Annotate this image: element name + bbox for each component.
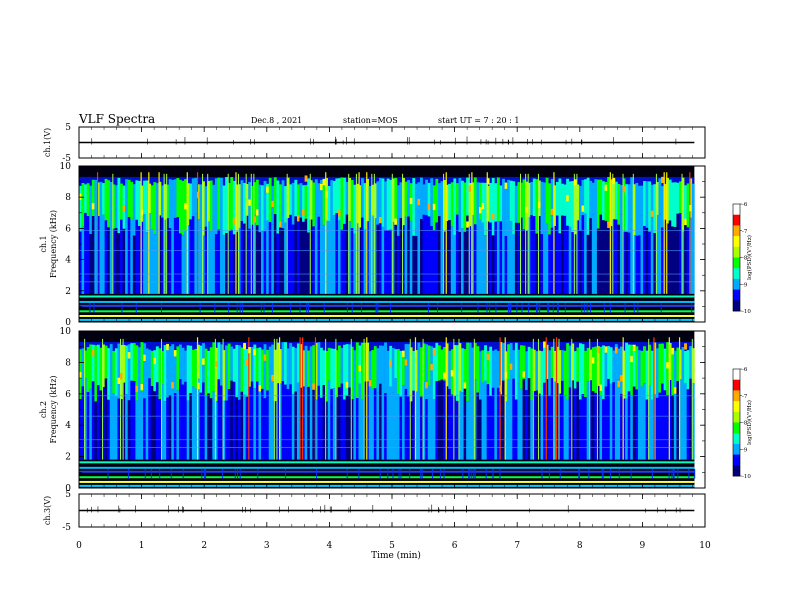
- y-tick-label: 2: [65, 453, 71, 463]
- colorbar-tick-label: -8: [742, 256, 748, 262]
- x-tick-label: 6: [452, 541, 458, 551]
- x-tick-label: 3: [264, 541, 270, 551]
- colorbar-tick-label: -10: [742, 309, 751, 315]
- x-axis-label: Time (min): [371, 550, 421, 561]
- colorbar-tick-label: -6: [742, 202, 748, 208]
- y-tick-label: 0: [65, 484, 71, 494]
- y-tick-label: 5: [65, 123, 71, 133]
- colorbar-2: [732, 368, 742, 477]
- y-tick-label: 8: [65, 358, 71, 368]
- ch1-spec-label: ch.1: [39, 235, 48, 252]
- ch2-freq-label: Frequency (kHz): [49, 375, 58, 443]
- x-tick-label: 2: [201, 541, 207, 551]
- spectrogram-2: [79, 166, 695, 322]
- start-ut-label: start UT = 7 : 20 : 1: [438, 116, 519, 125]
- colorbar-tick-label: -7: [742, 394, 748, 400]
- y-tick-label: 5: [65, 490, 71, 500]
- figure-title: VLF Spectra: [78, 112, 155, 126]
- x-tick-label: 9: [640, 541, 646, 551]
- y-tick-label: -5: [62, 523, 71, 533]
- y-tick-label: -5: [62, 154, 71, 164]
- x-tick-label: 5: [389, 541, 395, 551]
- colorbar-tick-label: -9: [742, 447, 748, 453]
- ch1-freq-label: Frequency (kHz): [49, 210, 58, 278]
- colorbar-tick-label: -6: [742, 367, 748, 373]
- colorbar-label: log(PSD)(V²/Hz): [746, 235, 753, 280]
- colorbar-label: log(PSD)(V²/Hz): [746, 400, 753, 445]
- y-tick-label: 0: [65, 318, 71, 328]
- ch3-y-label: ch.3(V): [43, 496, 52, 525]
- y-tick-label: 6: [65, 390, 71, 400]
- x-tick-label: 1: [139, 541, 145, 551]
- x-tick-label: 0: [76, 541, 82, 551]
- colorbar-1: [732, 203, 742, 312]
- x-tick-label: 7: [514, 541, 520, 551]
- y-tick-label: 10: [60, 162, 72, 172]
- ch2-spec-label: ch.2: [39, 401, 48, 418]
- y-tick-label: 2: [65, 287, 71, 297]
- spectrogram-3: [79, 331, 696, 488]
- colorbar-tick-label: -7: [742, 229, 748, 235]
- x-tick-label: 8: [577, 541, 583, 551]
- y-tick-label: 4: [65, 421, 71, 431]
- y-tick-label: 8: [65, 193, 71, 203]
- colorbar-tick-label: -8: [742, 421, 748, 427]
- x-tick-label: 10: [699, 541, 711, 551]
- colorbar-tick-label: -10: [742, 474, 751, 480]
- y-tick-label: 6: [65, 224, 71, 234]
- ch1-y-label: ch.1(V): [43, 128, 52, 157]
- y-tick-label: 10: [60, 327, 72, 337]
- colorbar-tick-label: -9: [742, 282, 748, 288]
- x-tick-label: 4: [327, 541, 333, 551]
- y-tick-label: 4: [65, 256, 71, 266]
- date-label: Dec.8 , 2021: [251, 116, 302, 125]
- station-label: station=MOS: [343, 116, 398, 125]
